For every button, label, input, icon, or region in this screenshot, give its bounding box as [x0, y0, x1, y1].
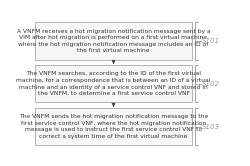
Text: The VNFM searches, according to the ID of the first virtual
machine, for a corre: The VNFM searches, according to the ID o…: [16, 71, 211, 96]
FancyBboxPatch shape: [35, 22, 192, 60]
FancyBboxPatch shape: [35, 108, 192, 145]
Text: S101: S101: [202, 38, 220, 44]
Text: The VNFM sends the hot migration notification message to the
first service contr: The VNFM sends the hot migration notific…: [19, 114, 208, 139]
Text: A VNFM receives a hot migration notification message sent by a
VIM after hot mig: A VNFM receives a hot migration notifica…: [17, 29, 210, 53]
Text: S102: S102: [202, 81, 220, 87]
FancyBboxPatch shape: [35, 65, 192, 102]
Text: S103: S103: [202, 124, 220, 130]
